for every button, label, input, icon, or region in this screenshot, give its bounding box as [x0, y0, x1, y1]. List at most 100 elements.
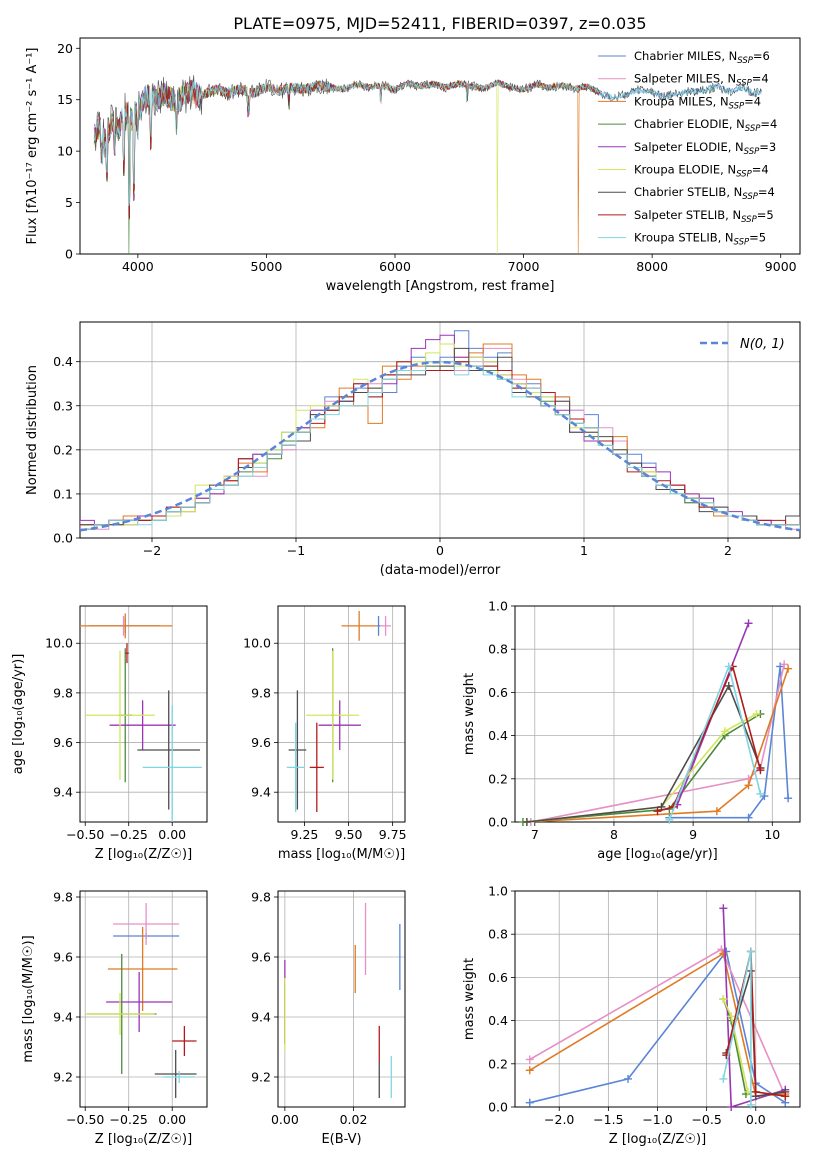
weight-marker-salpeter-stelib	[751, 1087, 760, 1096]
y-tick-label: 9.4	[251, 1010, 271, 1025]
y-tick-label: 0.1	[53, 486, 73, 501]
weight-marker-chabrier-miles	[525, 1098, 534, 1107]
legend-label-kroupa-elodie: Kroupa ELODIE, NSSP=4	[634, 163, 769, 180]
legend-label-salpeter-elodie: Salpeter ELODIE, NSSP=3	[634, 140, 776, 157]
y-tick-label: 0.0	[488, 815, 508, 830]
y-tick-label: 0.2	[488, 1056, 508, 1071]
x-tick-label: 0.00	[271, 1112, 299, 1127]
weight-line-chabrier-stelib	[526, 684, 762, 822]
weight-marker-kroupa-miles	[784, 664, 793, 673]
x-tick-label: 9	[689, 827, 697, 842]
y-tick-label: 0.6	[488, 970, 508, 985]
y-tick-label: 0.0	[53, 531, 73, 546]
weight-marker-kroupa-stelib	[724, 662, 733, 671]
weight-line-kroupa-elodie	[526, 713, 757, 822]
weight-marker-kroupa-stelib	[746, 1100, 755, 1109]
x-tick-label: −0.5	[691, 1112, 721, 1127]
x-tick-label: 5000	[251, 259, 283, 274]
weight-marker-kroupa-miles	[525, 1066, 534, 1075]
weight-marker-kroupa-miles	[712, 807, 721, 816]
x-tick-label: 10	[764, 827, 780, 842]
y-tick-label: 9.8	[53, 890, 73, 905]
x-tick-label: 0	[436, 543, 444, 558]
weight-marker-chabrier-miles	[624, 1074, 633, 1083]
axes-frame	[277, 890, 406, 1108]
weight-marker-kroupa-stelib	[719, 1074, 728, 1083]
y-tick-label: 9.8	[251, 685, 271, 700]
x-axis-label: age [log₁₀(age/yr)]	[597, 847, 718, 862]
x-tick-label: 0.00	[158, 1112, 186, 1127]
axes-frame	[277, 605, 406, 823]
y-tick-label: 1.0	[488, 599, 508, 614]
x-axis-label: (data-model)/error	[380, 563, 501, 578]
legend-label-chabrier-stelib: Chabrier STELIB, NSSP=4	[634, 185, 775, 202]
spectrum-line-chabrier-stelib	[93, 75, 762, 218]
errorbar-chabrier-stelib	[154, 1050, 197, 1098]
weight-marker-salpeter-stelib	[756, 766, 765, 775]
normal-curve	[79, 360, 801, 532]
weight-marker-salpeter-miles	[780, 660, 789, 669]
errorbar-kroupa-miles	[80, 613, 173, 639]
weight-marker-kroupa-elodie	[719, 995, 728, 1003]
errorbar-salpeter-elodie	[318, 700, 361, 750]
errorbar-salpeter-stelib	[125, 643, 129, 664]
weight-marker-chabrier-miles	[744, 813, 753, 822]
y-tick-label: 9.6	[53, 950, 73, 965]
axes-frame	[79, 890, 208, 1108]
weight-line-salpeter-miles	[530, 664, 785, 822]
y-tick-label: 0.2	[53, 442, 73, 457]
weight-marker-salpeter-elodie	[744, 619, 753, 628]
weight-marker-kroupa-elodie	[727, 1012, 736, 1021]
x-axis-label: mass [log₁₀(M/M☉)]	[278, 847, 405, 862]
x-tick-label: −0.25	[110, 1112, 148, 1127]
x-tick-label: 9.25	[291, 827, 319, 842]
y-tick-label: 9.8	[251, 890, 271, 905]
weight-marker-kroupa-elodie	[752, 710, 761, 718]
errorbar-chabrier-stelib	[137, 690, 201, 810]
weight-marker-salpeter-miles	[717, 945, 726, 954]
errorbar-kroupa-stelib	[286, 722, 305, 813]
x-tick-label: −0.25	[110, 827, 148, 842]
legend-label-salpeter-miles: Salpeter MILES, NSSP=4	[634, 72, 769, 89]
mass-weight-vs-metallicity-chart: −2.0 −1.5 −1.0 −0.5 0.0 0.0 0.2 0.4 0.6 0.8 1.0 Z […	[462, 884, 801, 1147]
weight-marker-kroupa-miles	[719, 949, 728, 958]
y-tick-label: 0.4	[488, 728, 508, 743]
y-tick-label: 9.2	[53, 1070, 73, 1085]
mass-weight-vs-age-chart: 7 8 9 10 0.0 0.2 0.4 0.6 0.8 1.0 age [log₁₀(age/yr…	[462, 599, 801, 862]
weight-line-salpeter-elodie	[722, 908, 786, 1107]
errorbar-salpeter-stelib	[309, 722, 324, 813]
y-axis-label: mass weight	[462, 958, 477, 1040]
x-tick-label: 7000	[508, 259, 540, 274]
weight-marker-salpeter-miles	[525, 1055, 534, 1064]
age-vs-mass-chart: 9.25 9.50 9.75 9.4 9.6 9.8 10.0 mass [log₁₀(M/M…	[243, 605, 407, 862]
y-tick-label: 0.3	[53, 398, 73, 413]
weight-line-salpeter-stelib	[657, 664, 762, 812]
weight-marker-salpeter-stelib	[781, 1092, 790, 1101]
x-axis-label: Z [log₁₀(Z/Z☉)]	[95, 1132, 192, 1147]
mass-vs-extinction-chart: 0.00 0.02 9.2 9.4 9.6 9.8 E(B-V)	[251, 890, 406, 1147]
y-tick-label: 0.8	[488, 927, 508, 942]
x-tick-label: −1.5	[593, 1112, 623, 1127]
x-tick-label: 8000	[636, 259, 668, 274]
legend-label-chabrier-elodie: Chabrier ELODIE, NSSP=4	[634, 117, 777, 134]
y-axis-label: Flux [fλ10⁻¹⁷ erg cm⁻² s⁻¹ A⁻¹]	[25, 48, 40, 245]
x-tick-label: 0.00	[158, 827, 186, 842]
x-tick-label: 9000	[765, 259, 797, 274]
spectrum-line-kroupa-stelib	[93, 80, 762, 206]
spectrum-chart: 4000 5000 6000 7000 8000 9000 0 5 10 15 20 waveleng…	[25, 37, 801, 294]
weight-marker-salpeter-elodie	[719, 904, 728, 913]
charts-layer: 4000 5000 6000 7000 8000 900005101520waveleng…	[11, 37, 801, 1147]
y-tick-label: 0	[65, 247, 73, 262]
residuals-chart: −2 −1 0 1 2 0.0 0.1 0.2 0.3 0.4 (data-model)/error…	[25, 321, 801, 578]
errorbar-kroupa-miles	[107, 927, 178, 1011]
y-tick-label: 10	[57, 144, 73, 159]
mass-vs-metallicity-chart: −0.50 −0.25 0.00 9.2 9.4 9.6 9.8 Z [log₁₀(Z/Z☉)…	[21, 890, 208, 1147]
y-tick-label: 0.6	[488, 685, 508, 700]
figure-title: PLATE=0975, MJD=52411, FIBERID=0397, z=0…	[233, 14, 646, 33]
x-tick-label: 2	[724, 543, 732, 558]
x-tick-label: 4000	[122, 259, 154, 274]
age-vs-metallicity-chart: −0.50 −0.25 0.00 9.4 9.6 9.8 10.0 Z [log₁₀(Z/Z☉…	[11, 605, 208, 862]
errorbar-kroupa-elodie	[85, 993, 155, 1035]
weight-marker-chabrier-stelib	[522, 818, 531, 826]
x-tick-label: −2.0	[544, 1112, 574, 1127]
